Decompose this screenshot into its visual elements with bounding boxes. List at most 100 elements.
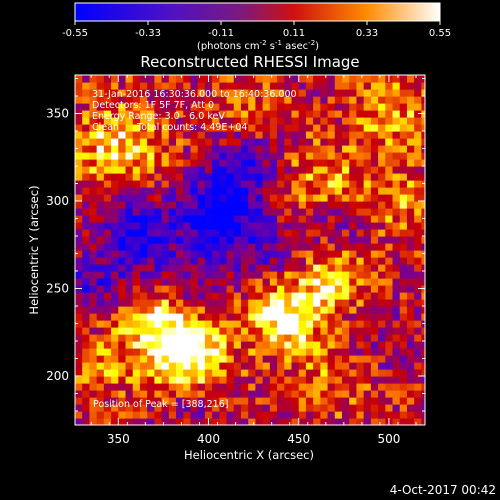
heatmap-cell [197,313,206,321]
heatmap-cell [204,376,213,384]
heatmap-cell [168,348,177,356]
heatmap-cell [370,236,379,244]
heatmap-cell [370,411,379,419]
heatmap-cell [75,383,83,391]
heatmap-cell [197,138,206,146]
heatmap-cell [284,152,293,160]
heatmap-cell [392,166,401,174]
heatmap-cell [240,327,249,335]
heatmap-cell [248,390,257,398]
heatmap-cell [255,397,264,405]
heatmap-cell [291,110,300,118]
heatmap-cell [176,383,184,391]
heatmap-cell [82,152,91,160]
heatmap-cell [82,201,91,209]
heatmap-cell [233,215,242,223]
heatmap-cell [233,285,242,293]
heatmap-cell [349,145,358,153]
heatmap-cell [248,124,257,132]
heatmap-cell [305,250,314,258]
heatmap-cell [334,313,343,321]
heatmap-cell [161,208,170,216]
heatmap-cell [392,390,401,398]
heatmap-cell [168,285,177,293]
heatmap-cell [161,173,170,181]
heatmap-cell [154,376,163,384]
heatmap-cell [219,355,228,363]
heatmap-cell [190,348,199,356]
heatmap-cell [125,341,134,349]
heatmap-cell [197,285,206,293]
heatmap-cell [284,215,293,223]
heatmap-cell [125,229,134,237]
heatmap-cell [378,173,386,181]
heatmap-cell [342,110,350,118]
heatmap-cell [313,173,321,181]
heatmap-cell [399,82,408,90]
heatmap-cell [139,334,148,342]
heatmap-cell [255,376,264,384]
heatmap-cell [392,124,401,132]
heatmap-cell [161,334,170,342]
heatmap-cell [147,236,155,244]
heatmap-cell [406,103,415,111]
heatmap-cell [298,131,307,139]
heatmap-cell [378,418,386,425]
heatmap-cell [132,236,141,244]
heatmap-cell [320,152,329,160]
heatmap-cell [111,152,119,160]
heatmap-cell [89,138,98,146]
heatmap-cell [197,215,206,223]
heatmap-cell [284,271,293,279]
heatmap-cell [111,390,119,398]
heatmap-cell [118,152,127,160]
heatmap-cell [212,180,220,188]
heatmap-cell [103,82,112,90]
heatmap-cell [349,75,358,83]
heatmap-cell [363,362,372,370]
heatmap-cell [399,285,408,293]
heatmap-cell [168,320,177,328]
heatmap-cell [125,264,134,272]
heatmap-cell [125,145,134,153]
heatmap-cell [212,320,220,328]
heatmap-cell [147,89,155,97]
heatmap-cell [414,229,422,237]
heatmap-cell [233,369,242,377]
heatmap-cell [342,418,350,425]
heatmap-cell [89,411,98,419]
heatmap-cell [334,362,343,370]
heatmap-cell [197,75,206,83]
y-tick-label: 250 [46,282,69,296]
heatmap-cell [421,152,425,160]
heatmap-cell [385,82,394,90]
heatmap-cell [96,166,105,174]
heatmap-cell [327,278,336,286]
heatmap-cell [269,376,278,384]
heatmap-cell [298,138,307,146]
x-tick-label: 400 [197,432,220,446]
heatmap-cell [204,320,213,328]
heatmap-cell [298,320,307,328]
heatmap-cell [111,411,119,419]
heatmap-cell [147,208,155,216]
heatmap-cell [399,369,408,377]
heatmap-cell [305,313,314,321]
heatmap-cell [399,397,408,405]
heatmap-cell [219,257,228,265]
heatmap-cell [226,383,235,391]
heatmap-cell [168,173,177,181]
heatmap-cell [147,187,155,195]
heatmap-cell [378,404,386,412]
heatmap-cell [262,278,271,286]
heatmap-cell [154,222,163,230]
heatmap-cell [406,348,415,356]
heatmap-cell [255,215,264,223]
heatmap-cell [392,376,401,384]
heatmap-cell [118,306,127,314]
heatmap-cell [421,313,425,321]
heatmap-cell [103,152,112,160]
heatmap-cell [248,250,257,258]
heatmap-cell [75,75,83,83]
heatmap-cell [269,390,278,398]
